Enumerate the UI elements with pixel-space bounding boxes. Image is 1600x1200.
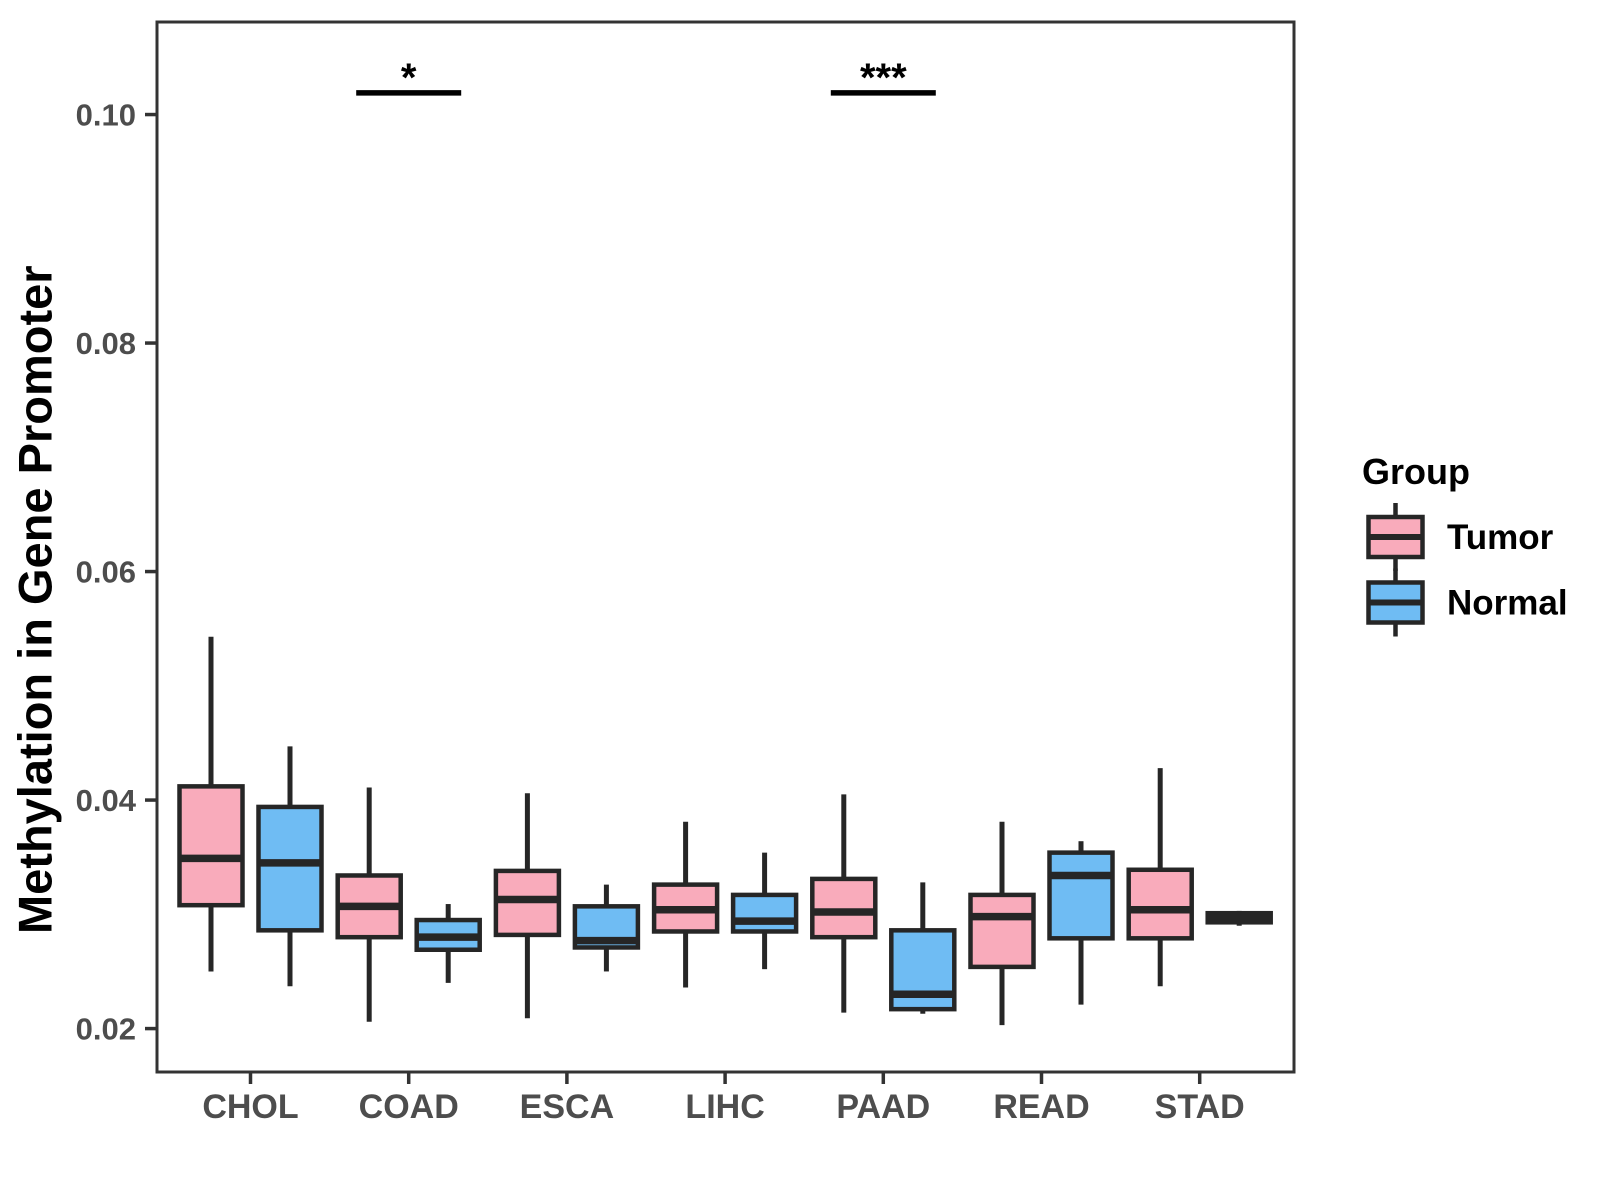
x-tick-label-PAAD: PAAD — [836, 1088, 930, 1126]
box-READ-Normal — [1047, 841, 1115, 1005]
box-CHOL-Normal — [256, 746, 324, 987]
sig-label-COAD: * — [401, 56, 417, 100]
legend-label-normal: Normal — [1447, 584, 1568, 623]
box-ESCA-Normal — [572, 884, 641, 972]
plot-panel — [155, 20, 1296, 1074]
x-tick-label-READ: READ — [993, 1088, 1089, 1126]
x-tick-label-STAD: STAD — [1155, 1088, 1245, 1126]
sig-label-PAAD: *** — [860, 56, 907, 100]
box-STAD-Normal — [1205, 910, 1273, 926]
box-COAD-Tumor — [335, 787, 403, 1022]
iqr-box — [1126, 867, 1194, 941]
box-PAAD-Tumor — [810, 794, 878, 1013]
legend-label-tumor: Tumor — [1447, 518, 1554, 557]
iqr-box — [810, 876, 878, 940]
legend-key-normal — [1366, 568, 1425, 637]
y-axis-title: Methylation in Gene Promoter — [8, 265, 62, 935]
iqr-box — [1047, 850, 1115, 941]
legend-title: Group — [1362, 451, 1470, 492]
box-CHOL-Tumor — [177, 636, 245, 972]
box-COAD-Normal — [414, 904, 482, 983]
y-tick-label: 0.06 — [76, 555, 136, 590]
iqr-box — [177, 784, 245, 908]
box-PAAD-Normal — [889, 882, 957, 1014]
iqr-box — [730, 892, 799, 934]
y-tick-label: 0.04 — [76, 783, 137, 818]
legend-key-tumor — [1366, 503, 1425, 571]
box-LIHC-Normal — [730, 852, 799, 970]
x-tick-label-COAD: COAD — [359, 1088, 459, 1126]
x-tick-label-CHOL: CHOL — [202, 1088, 298, 1126]
box-READ-Tumor — [968, 821, 1036, 1026]
y-tick-label: 0.02 — [76, 1012, 136, 1047]
x-tick-label-LIHC: LIHC — [685, 1088, 764, 1126]
iqr-box — [968, 892, 1036, 970]
x-tick-label-ESCA: ESCA — [520, 1088, 614, 1126]
box-LIHC-Tumor — [651, 821, 720, 988]
box-STAD-Tumor — [1126, 768, 1194, 987]
y-tick-label: 0.10 — [76, 98, 136, 133]
box-ESCA-Tumor — [493, 793, 562, 1019]
iqr-box — [256, 804, 324, 933]
y-tick-label: 0.08 — [76, 326, 136, 361]
